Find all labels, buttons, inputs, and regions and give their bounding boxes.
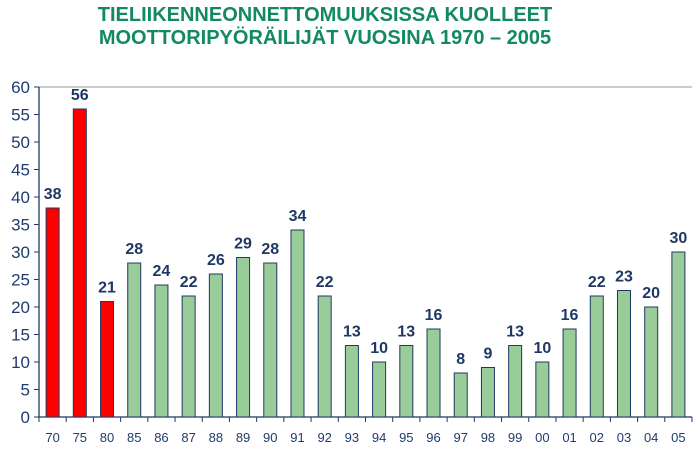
bar-94 xyxy=(372,361,387,418)
x-tick-label: 98 xyxy=(481,430,495,445)
bar-87 xyxy=(181,295,196,418)
x-tick-label: 75 xyxy=(73,430,87,445)
bar-86 xyxy=(154,284,169,418)
x-tick-label: 91 xyxy=(290,430,304,445)
data-label-91: 34 xyxy=(289,208,307,225)
x-tick-label: 05 xyxy=(671,430,685,445)
y-tick-label: 45 xyxy=(11,161,30,180)
x-tick-label: 00 xyxy=(535,430,549,445)
bar-90 xyxy=(263,262,278,418)
data-label-98: 9 xyxy=(483,346,492,363)
x-tick-label: 99 xyxy=(508,430,522,445)
data-label-75: 56 xyxy=(71,87,89,104)
x-tick-label: 02 xyxy=(590,430,604,445)
x-tick-label: 04 xyxy=(644,430,658,445)
x-tick-label: 86 xyxy=(154,430,168,445)
x-tick-label: 03 xyxy=(617,430,631,445)
bar-93 xyxy=(344,345,359,418)
bar-91 xyxy=(290,229,305,418)
y-tick-label: 20 xyxy=(11,298,30,317)
bar-85 xyxy=(127,262,142,418)
bar-97 xyxy=(453,372,468,418)
bar-03 xyxy=(616,290,631,418)
x-tick-label: 88 xyxy=(209,430,223,445)
x-tick-label: 96 xyxy=(426,430,440,445)
bar-02 xyxy=(589,295,604,418)
x-tick-label: 01 xyxy=(562,430,576,445)
bar-88 xyxy=(208,273,223,418)
x-tick-label: 97 xyxy=(453,430,467,445)
x-tick-label: 87 xyxy=(181,430,195,445)
y-tick-label: 5 xyxy=(21,381,30,400)
data-label-01: 16 xyxy=(561,307,579,324)
y-tick-label: 50 xyxy=(11,133,30,152)
x-tick-label: 95 xyxy=(399,430,413,445)
data-label-03: 23 xyxy=(615,269,633,286)
x-tick-label: 94 xyxy=(372,430,386,445)
y-tick-label: 25 xyxy=(11,271,30,290)
data-label-85: 28 xyxy=(125,241,143,258)
x-tick-label: 85 xyxy=(127,430,141,445)
x-tick-label: 90 xyxy=(263,430,277,445)
data-label-70: 38 xyxy=(44,186,62,203)
data-label-97: 8 xyxy=(456,351,465,368)
x-tick-label: 89 xyxy=(236,430,250,445)
x-tick-label: 92 xyxy=(317,430,331,445)
data-label-99: 13 xyxy=(506,324,524,341)
data-label-96: 16 xyxy=(425,307,443,324)
data-label-80: 21 xyxy=(98,280,116,297)
y-tick-label: 0 xyxy=(21,408,30,427)
y-tick-label: 60 xyxy=(11,78,30,97)
bar-98 xyxy=(480,367,495,418)
data-label-86: 24 xyxy=(153,263,171,280)
bar-89 xyxy=(236,257,251,418)
x-tick-label: 80 xyxy=(100,430,114,445)
data-label-04: 20 xyxy=(642,285,660,302)
y-tick-label: 40 xyxy=(11,188,30,207)
chart-title-line-1: TIELIIKENNEONNETTOMUUKSISSA KUOLLEET xyxy=(97,4,553,26)
bar-80 xyxy=(100,301,115,418)
data-label-92: 22 xyxy=(316,274,334,291)
chart-title: TIELIIKENNEONNETTOMUUKSISSA KUOLLEET MOO… xyxy=(0,4,650,50)
bar-01 xyxy=(562,328,577,418)
bar-00 xyxy=(535,361,550,418)
x-tick-label: 93 xyxy=(345,430,359,445)
data-label-87: 22 xyxy=(180,274,198,291)
data-label-89: 29 xyxy=(234,236,252,253)
data-label-88: 26 xyxy=(207,252,225,269)
data-label-94: 10 xyxy=(370,340,388,357)
y-tick-label: 15 xyxy=(11,326,30,345)
bar-04 xyxy=(644,306,659,418)
data-label-02: 22 xyxy=(588,274,606,291)
data-label-05: 30 xyxy=(669,230,687,247)
bar-96 xyxy=(426,328,441,418)
data-label-95: 13 xyxy=(397,324,415,341)
bar-99 xyxy=(508,345,523,418)
bar-92 xyxy=(317,295,332,418)
bar-75 xyxy=(72,108,87,418)
data-label-90: 28 xyxy=(261,241,279,258)
x-tick-label: 70 xyxy=(45,430,59,445)
y-tick-label: 30 xyxy=(11,243,30,262)
y-tick-label: 35 xyxy=(11,216,30,235)
bar-95 xyxy=(399,345,414,418)
data-label-00: 10 xyxy=(533,340,551,357)
bar-05 xyxy=(671,251,686,418)
y-tick-label: 10 xyxy=(11,353,30,372)
data-label-93: 13 xyxy=(343,324,361,341)
chart-title-line-2: MOOTTORIPYÖRÄILIJÄT VUOSINA 1970 – 2005 xyxy=(98,27,552,49)
bar-70 xyxy=(45,207,60,418)
y-tick-label: 55 xyxy=(11,106,30,125)
